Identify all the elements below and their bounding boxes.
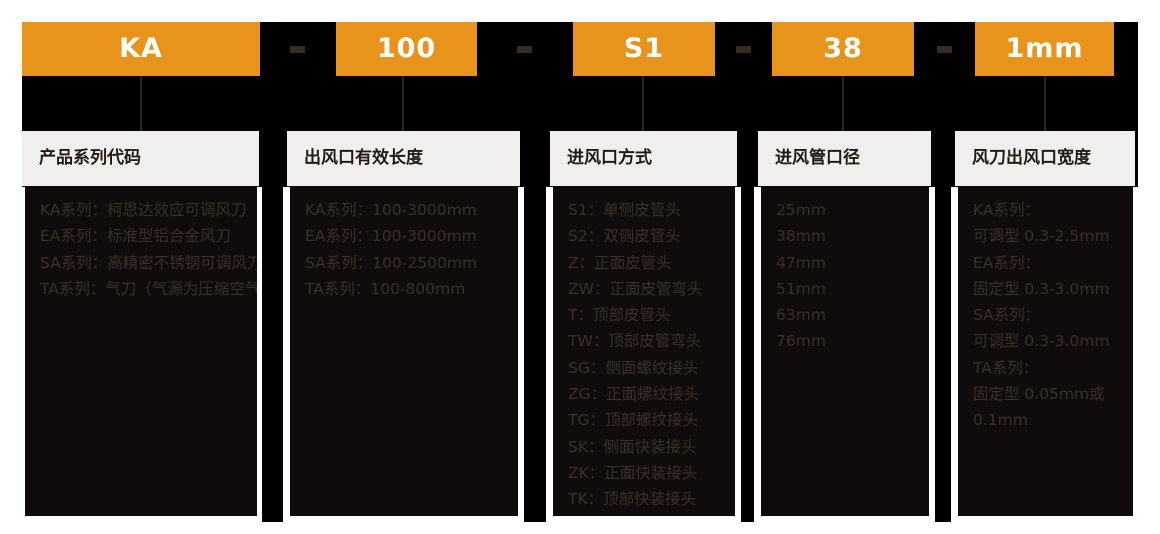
connector-line [402, 76, 404, 131]
column-divider-strip [524, 187, 546, 522]
code-separator-dash [290, 46, 305, 53]
option-line: 固定型 0.05mm或 [973, 385, 1105, 404]
connector-line [140, 76, 142, 131]
option-line: ZW：正面皮管弯头 [568, 279, 703, 298]
code-segment-length: 100 [336, 22, 477, 76]
column-header: 进风管口径 [758, 131, 931, 186]
option-line: 25mm [776, 201, 826, 219]
column-divider-strip [262, 187, 283, 522]
option-line: EA系列：100-3000mm [305, 227, 477, 246]
option-line: T：顶部皮管头 [568, 306, 671, 325]
column-options: KA系列： 可调型 0.3-2.5mm EA系列： 固定型 0.3-3.0mm SA系列… [958, 186, 1133, 516]
code-segment-inlet: S1 [573, 22, 715, 76]
column-options: KA系列：100-3000mm EA系列：100-3000mm SA系列：100-2… [290, 186, 518, 516]
code-separator-dash [517, 46, 532, 53]
column-header: 风刀出风口宽度 [955, 131, 1135, 186]
option-line: 76mm [776, 332, 826, 351]
option-line: ZG：正面螺纹接头 [568, 385, 700, 404]
option-line: SK：侧面快装接头 [568, 437, 697, 456]
option-line: S1：单侧皮管头 [568, 201, 681, 219]
column-header: 产品系列代码 [22, 131, 259, 186]
column-options: KA系列：柯恩达效应可调风刀 EA系列：标准型铝合金风刀 SA系列：高精密不锈钢可调… [25, 186, 257, 516]
option-line: SA系列：100-2500mm [305, 253, 478, 272]
option-line: 51mm [776, 279, 826, 298]
option-line: TA系列：气刀（气源为压缩空气） [40, 279, 257, 298]
option-line: EA系列： [973, 253, 1040, 272]
option-line: KA系列： [973, 201, 1040, 219]
code-separator-dash [736, 46, 751, 53]
connector-line [842, 76, 844, 131]
code-segment-gap: 1mm [975, 22, 1114, 76]
option-line: KA系列：柯恩达效应可调风刀 [40, 201, 247, 219]
option-line: 0.1mm [973, 411, 1028, 430]
option-line: 47mm [776, 253, 826, 272]
option-line: 可调型 0.3-2.5mm [973, 227, 1110, 246]
column-divider-strip [935, 187, 951, 522]
option-line: 可调型 0.3-3.0mm [973, 332, 1110, 351]
option-line: EA系列：标准型铝合金风刀 [40, 227, 231, 246]
option-line: TK：顶部快装接头 [568, 490, 697, 509]
column-header: 出风口有效长度 [287, 131, 520, 186]
option-line: TA系列： [973, 358, 1039, 377]
connector-line [1044, 76, 1046, 131]
option-line: S2：双侧皮管头 [568, 227, 681, 246]
column-options: 25mm 38mm 47mm 51mm 63mm 76mm [761, 186, 929, 516]
option-line: KA系列：100-3000mm [305, 201, 477, 219]
option-line: SG：侧面螺纹接头 [568, 358, 699, 377]
code-separator-dash [937, 46, 952, 53]
option-line: 63mm [776, 306, 826, 325]
connector-line [642, 76, 644, 131]
option-line: TA系列：100-800mm [305, 279, 466, 298]
option-line: TW：顶部皮管弯头 [568, 332, 702, 351]
column-header: 进风口方式 [550, 131, 737, 186]
option-line: TG：顶部螺纹接头 [568, 411, 698, 430]
option-line: SA系列： [973, 306, 1041, 325]
code-segment-diameter: 38 [772, 22, 914, 76]
code-segment-series: KA [22, 22, 260, 76]
option-line: Z：正面皮管头 [568, 253, 672, 272]
option-line: 38mm [776, 227, 826, 246]
option-line: SA系列：高精密不锈钢可调风刀 [40, 253, 257, 272]
option-line: 固定型 0.3-3.0mm [973, 279, 1110, 298]
option-line: ZK：正面快装接头 [568, 463, 698, 482]
column-divider-strip [741, 187, 754, 522]
column-options: S1：单侧皮管头 S2：双侧皮管头 Z：正面皮管头 ZW：正面皮管弯头 T：顶部皮管头 T… [553, 186, 735, 516]
